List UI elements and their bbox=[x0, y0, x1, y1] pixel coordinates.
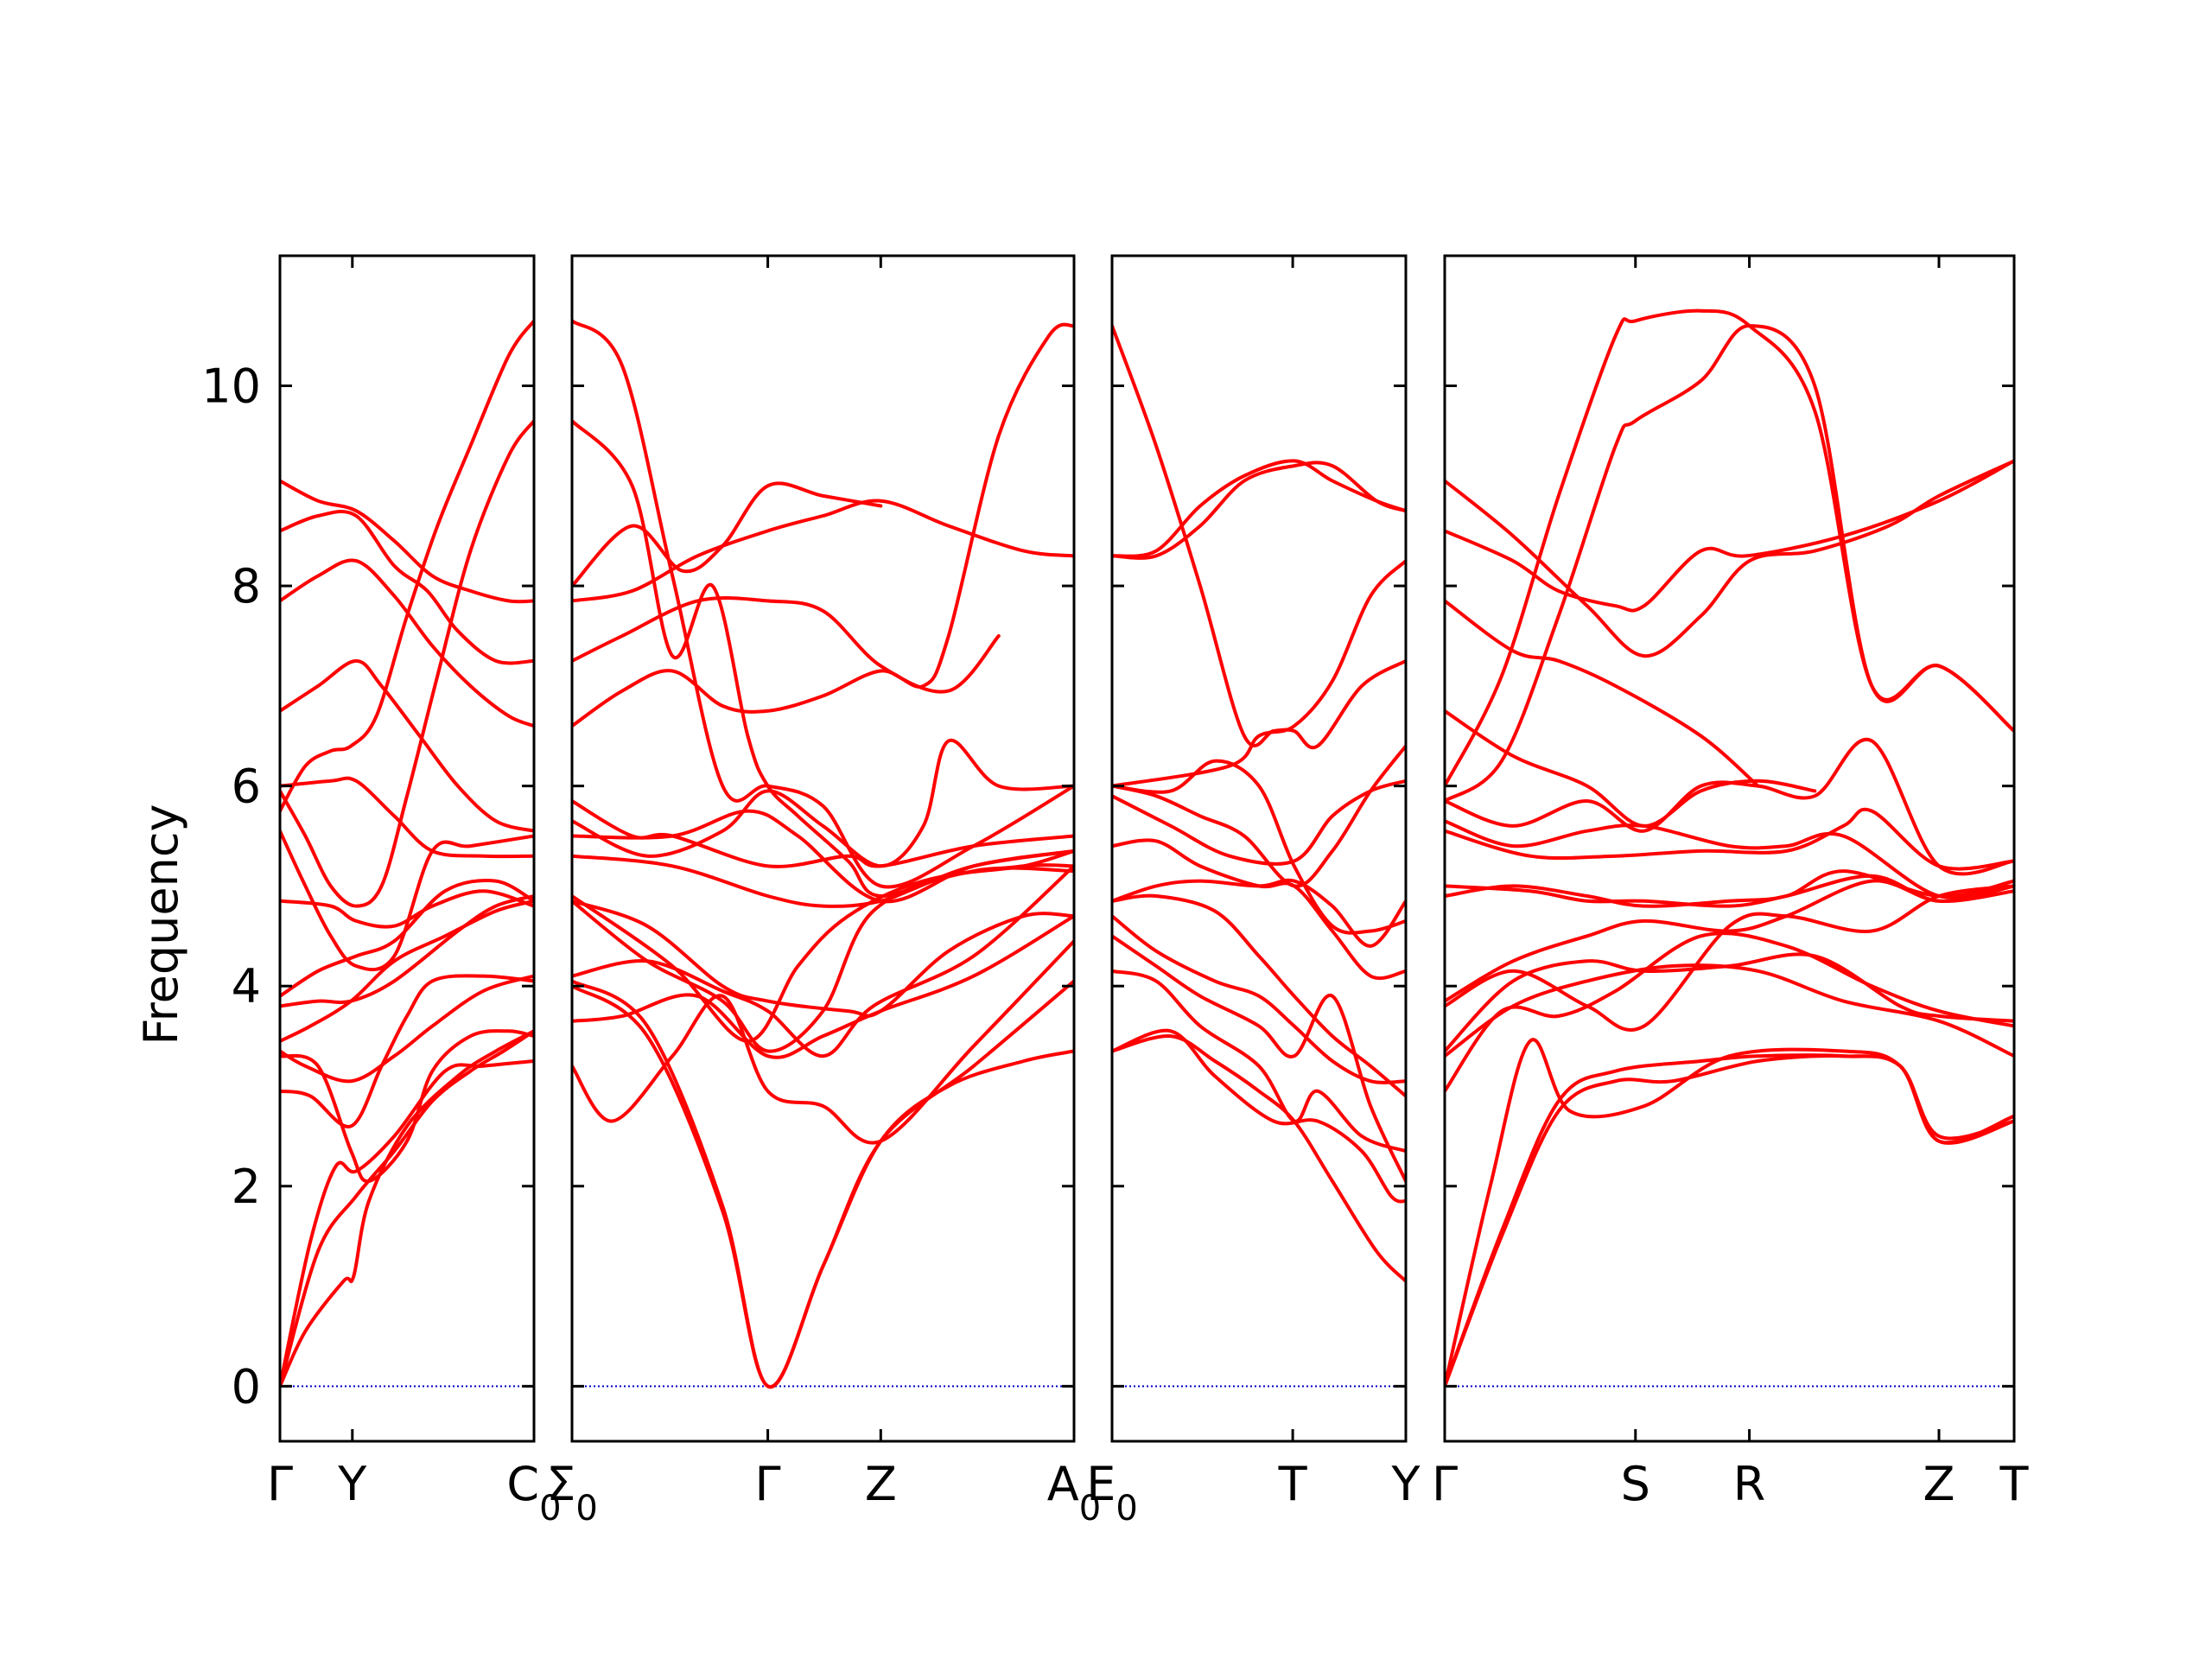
band-line bbox=[280, 558, 534, 728]
band-line bbox=[1445, 1038, 2014, 1389]
band-line bbox=[280, 829, 534, 972]
band-line bbox=[1112, 779, 1406, 866]
band-line bbox=[1445, 308, 2014, 788]
band-line bbox=[1112, 461, 1406, 560]
band-line bbox=[280, 1029, 534, 1389]
band-line bbox=[572, 899, 1074, 1018]
band-line bbox=[1112, 934, 1406, 1183]
band-line bbox=[280, 319, 534, 813]
band-line bbox=[1445, 807, 2014, 871]
band-line bbox=[280, 878, 534, 998]
y-tick-label: 6 bbox=[232, 760, 261, 814]
band-line bbox=[280, 894, 534, 1008]
y-axis-title: Frequency bbox=[134, 804, 188, 1046]
panel-2: Σ0 Γ Z A0 bbox=[546, 254, 1101, 1529]
high-symmetry-label: S bbox=[1621, 1457, 1650, 1511]
band-line bbox=[1112, 324, 1406, 750]
panel-frame bbox=[1110, 254, 1408, 1443]
band-line bbox=[1445, 819, 2014, 899]
high-symmetry-label: Z bbox=[1923, 1457, 1955, 1511]
band-line bbox=[572, 419, 1074, 899]
band-line bbox=[1445, 459, 2014, 658]
band-line bbox=[280, 899, 534, 1043]
band-line bbox=[280, 658, 534, 833]
band-line bbox=[1445, 459, 2014, 613]
band-line bbox=[280, 1029, 534, 1184]
band-line bbox=[1445, 869, 2014, 908]
band-line bbox=[1112, 759, 1406, 935]
band-line bbox=[1445, 709, 1817, 828]
high-symmetry-label: T bbox=[1278, 1457, 1308, 1511]
band-line bbox=[572, 849, 1074, 908]
high-symmetry-label: Γ bbox=[1432, 1457, 1458, 1511]
band-line bbox=[280, 1029, 534, 1389]
band-line bbox=[572, 481, 883, 588]
band-line bbox=[280, 889, 534, 929]
panel-frame bbox=[1443, 254, 2016, 1443]
high-symmetry-label: Γ bbox=[755, 1457, 781, 1511]
band-line bbox=[572, 939, 1074, 1145]
band-line bbox=[572, 319, 1074, 889]
band-line bbox=[572, 799, 1074, 868]
band-line bbox=[1445, 323, 2014, 803]
band-line bbox=[1445, 1053, 2014, 1389]
band-line bbox=[1445, 599, 1760, 788]
band-line bbox=[1112, 559, 1406, 788]
panel-frame bbox=[570, 254, 1076, 1443]
y-tick-label: 8 bbox=[232, 559, 261, 613]
high-symmetry-label: T bbox=[1999, 1457, 2030, 1511]
band-line bbox=[572, 979, 1074, 1389]
band-line bbox=[1112, 838, 1406, 981]
band-line bbox=[1112, 744, 1406, 888]
band-line bbox=[1445, 952, 2014, 1053]
y-tick-label: 10 bbox=[201, 359, 261, 414]
band-line bbox=[280, 974, 534, 1084]
band-line bbox=[1112, 893, 1406, 1098]
band-line bbox=[1112, 914, 1406, 1084]
band-line bbox=[572, 738, 1074, 868]
band-lines bbox=[280, 319, 534, 1389]
band-line bbox=[280, 479, 534, 604]
band-line bbox=[280, 974, 534, 1128]
band-line bbox=[1445, 931, 2014, 1093]
high-symmetry-label: R bbox=[1733, 1457, 1766, 1511]
band-line bbox=[1445, 884, 2014, 1033]
band-lines bbox=[572, 319, 1074, 1389]
panel-3: E0 T Y bbox=[1086, 254, 1421, 1529]
band-line bbox=[280, 419, 534, 908]
band-line bbox=[1112, 878, 1406, 948]
high-symmetry-label: Y bbox=[1391, 1457, 1421, 1511]
high-symmetry-label: Y bbox=[337, 1457, 367, 1511]
band-line bbox=[572, 979, 1074, 1389]
y-tick-label: 4 bbox=[232, 959, 261, 1014]
band-line bbox=[280, 776, 534, 859]
y-tick-label: 2 bbox=[232, 1160, 261, 1214]
band-line bbox=[572, 863, 1074, 1043]
band-line bbox=[1445, 1053, 2014, 1389]
band-line bbox=[1112, 1028, 1406, 1204]
high-symmetry-label: Z bbox=[865, 1457, 897, 1511]
band-line bbox=[280, 510, 534, 665]
high-symmetry-label: Γ bbox=[267, 1457, 293, 1511]
band-line bbox=[572, 864, 1074, 1058]
band-line bbox=[1445, 874, 2014, 908]
band-line bbox=[280, 1059, 534, 1389]
band-line bbox=[1112, 969, 1406, 1154]
panel-frame bbox=[278, 254, 536, 1443]
band-lines bbox=[1445, 308, 2014, 1389]
band-line bbox=[1445, 737, 2014, 876]
y-tick-label: 0 bbox=[232, 1359, 261, 1414]
band-line bbox=[572, 595, 1001, 694]
band-lines bbox=[1112, 324, 1406, 1283]
band-line bbox=[572, 322, 1074, 728]
